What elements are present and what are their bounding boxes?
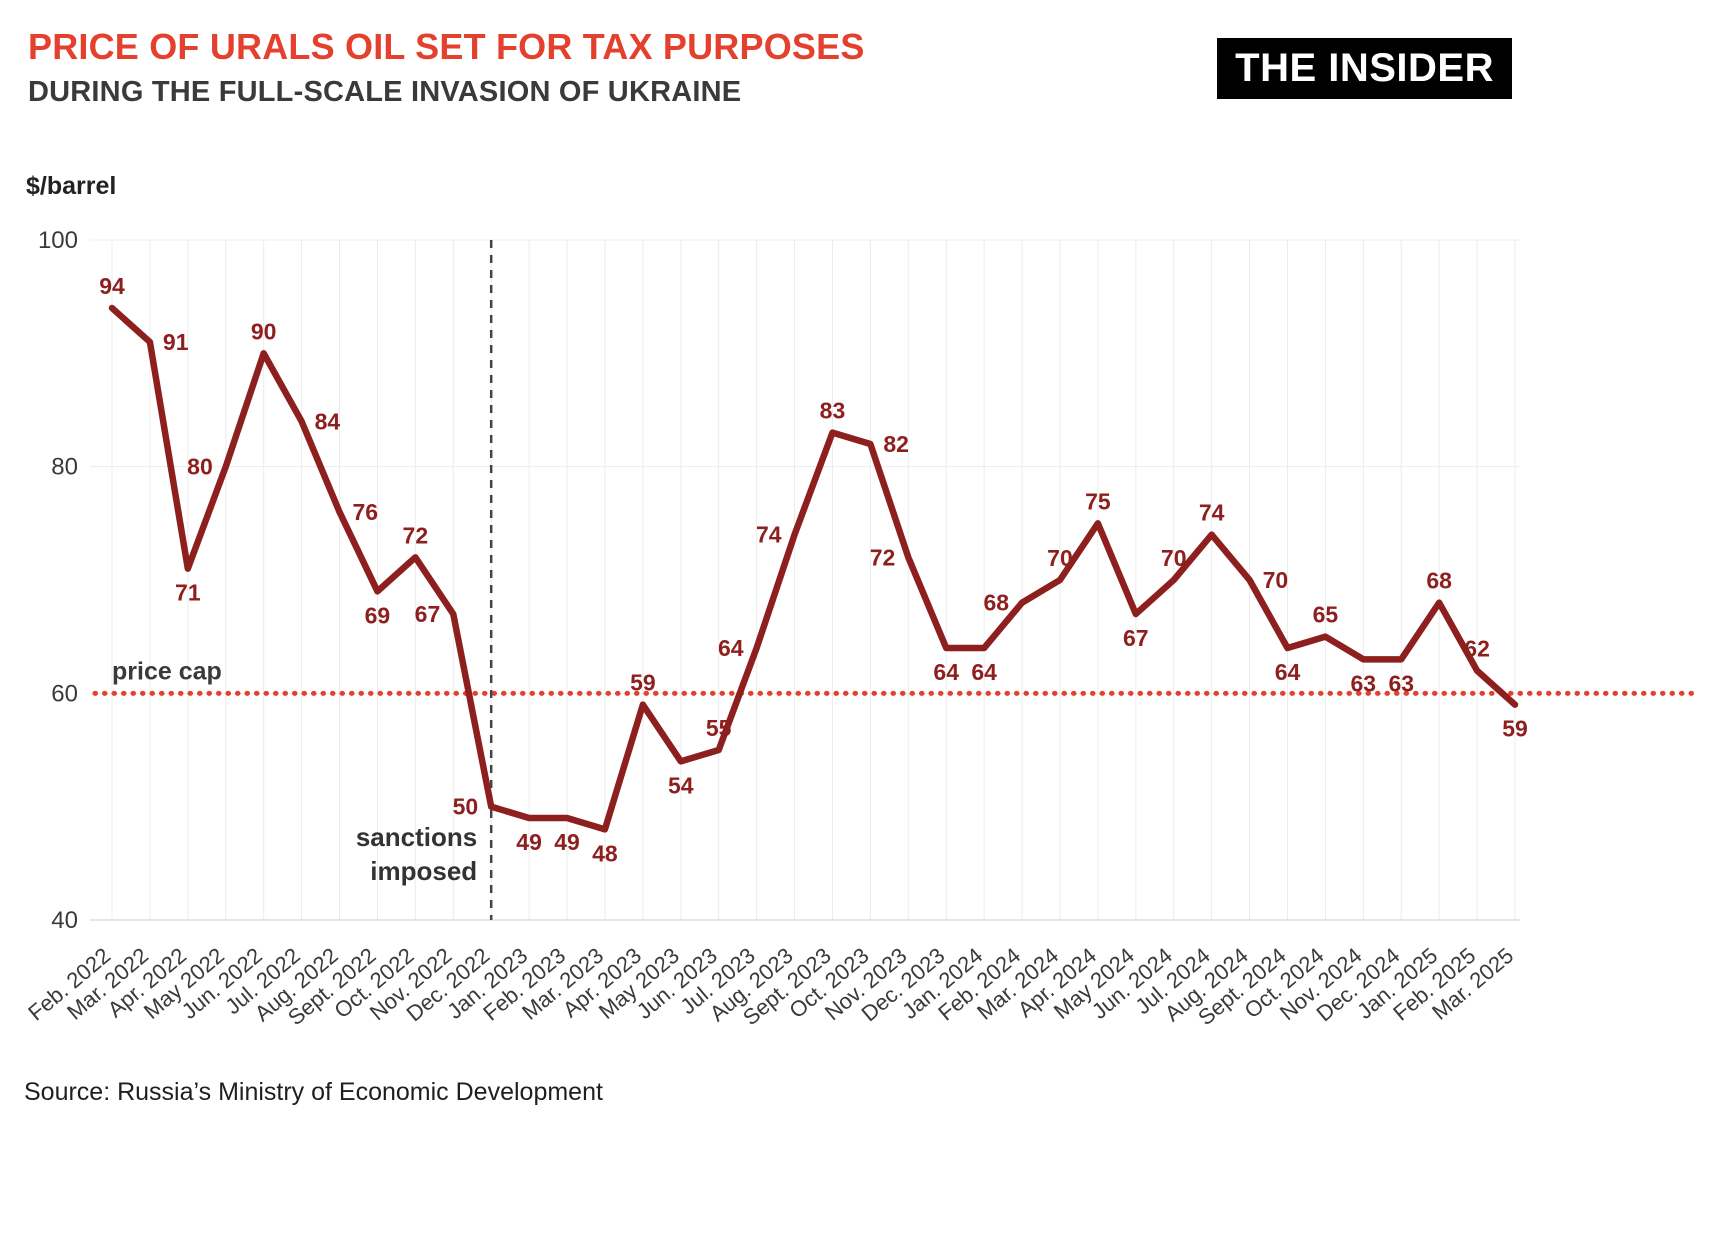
data-point-label: 64 xyxy=(933,659,959,685)
data-point-label: 70 xyxy=(1047,545,1073,571)
data-point-label: 54 xyxy=(668,772,694,798)
data-point-label: 49 xyxy=(516,829,542,855)
data-point-label: 72 xyxy=(403,522,429,548)
chart-title: PRICE OF URALS OIL SET FOR TAX PURPOSES xyxy=(28,26,865,67)
chart-subtitle: DURING THE FULL-SCALE INVASION OF UKRAIN… xyxy=(28,76,742,108)
data-point-label: 74 xyxy=(756,522,782,548)
data-point-label: 63 xyxy=(1388,670,1414,696)
data-point-label: 59 xyxy=(630,670,656,696)
data-point-label: 70 xyxy=(1161,545,1187,571)
data-point-label: 70 xyxy=(1263,567,1289,593)
y-tick-label: 80 xyxy=(51,454,78,481)
data-point-label: 69 xyxy=(365,602,391,628)
data-point-label: 75 xyxy=(1085,488,1111,514)
data-point-label: 67 xyxy=(1123,625,1149,651)
data-point-label: 91 xyxy=(163,329,189,355)
data-point-label: 72 xyxy=(870,544,896,570)
data-point-label: 62 xyxy=(1464,636,1490,662)
line-chart: 40 60 80 100 price cap sanctions imposed 94 91 71… xyxy=(23,227,1703,1030)
data-point-label: 63 xyxy=(1351,670,1377,696)
sanctions-label-line1: sanctions xyxy=(356,822,477,852)
data-point-label: 49 xyxy=(554,829,580,855)
data-point-label: 64 xyxy=(1275,659,1301,685)
data-point-label: 90 xyxy=(251,318,277,344)
data-point-label: 84 xyxy=(315,408,341,434)
data-point-label: 64 xyxy=(971,659,997,685)
data-point-label: 48 xyxy=(592,840,618,866)
y-tick-label: 100 xyxy=(38,227,78,254)
data-point-label: 80 xyxy=(187,454,213,480)
source-note: Source: Russia’s Ministry of Economic De… xyxy=(24,1078,603,1106)
data-point-label: 76 xyxy=(353,499,379,525)
data-point-label: 82 xyxy=(883,431,909,457)
data-line xyxy=(108,304,1519,833)
the-insider-logo: THE INSIDER xyxy=(1217,38,1512,99)
y-tick-label: 40 xyxy=(51,907,78,934)
data-point-label: 94 xyxy=(99,273,125,299)
data-point-label: 67 xyxy=(415,601,441,627)
data-point-label: 65 xyxy=(1313,602,1339,628)
data-point-label: 64 xyxy=(718,635,744,661)
data-point-label: 71 xyxy=(175,580,201,606)
chart-header: PRICE OF URALS OIL SET FOR TAX PURPOSES … xyxy=(28,26,865,109)
data-point-label: 68 xyxy=(1426,568,1452,594)
y-axis-label: $/barrel xyxy=(26,172,117,200)
price-cap-label: price cap xyxy=(112,657,222,685)
data-point-label: 50 xyxy=(453,794,479,820)
data-point-label: 59 xyxy=(1502,716,1528,742)
data-point-label: 55 xyxy=(706,715,732,741)
data-point-label: 83 xyxy=(820,398,846,424)
data-point-label: 68 xyxy=(983,590,1009,616)
sanctions-label-line2: imposed xyxy=(370,856,477,886)
y-tick-label: 60 xyxy=(51,680,78,707)
data-point-label: 74 xyxy=(1199,500,1225,526)
